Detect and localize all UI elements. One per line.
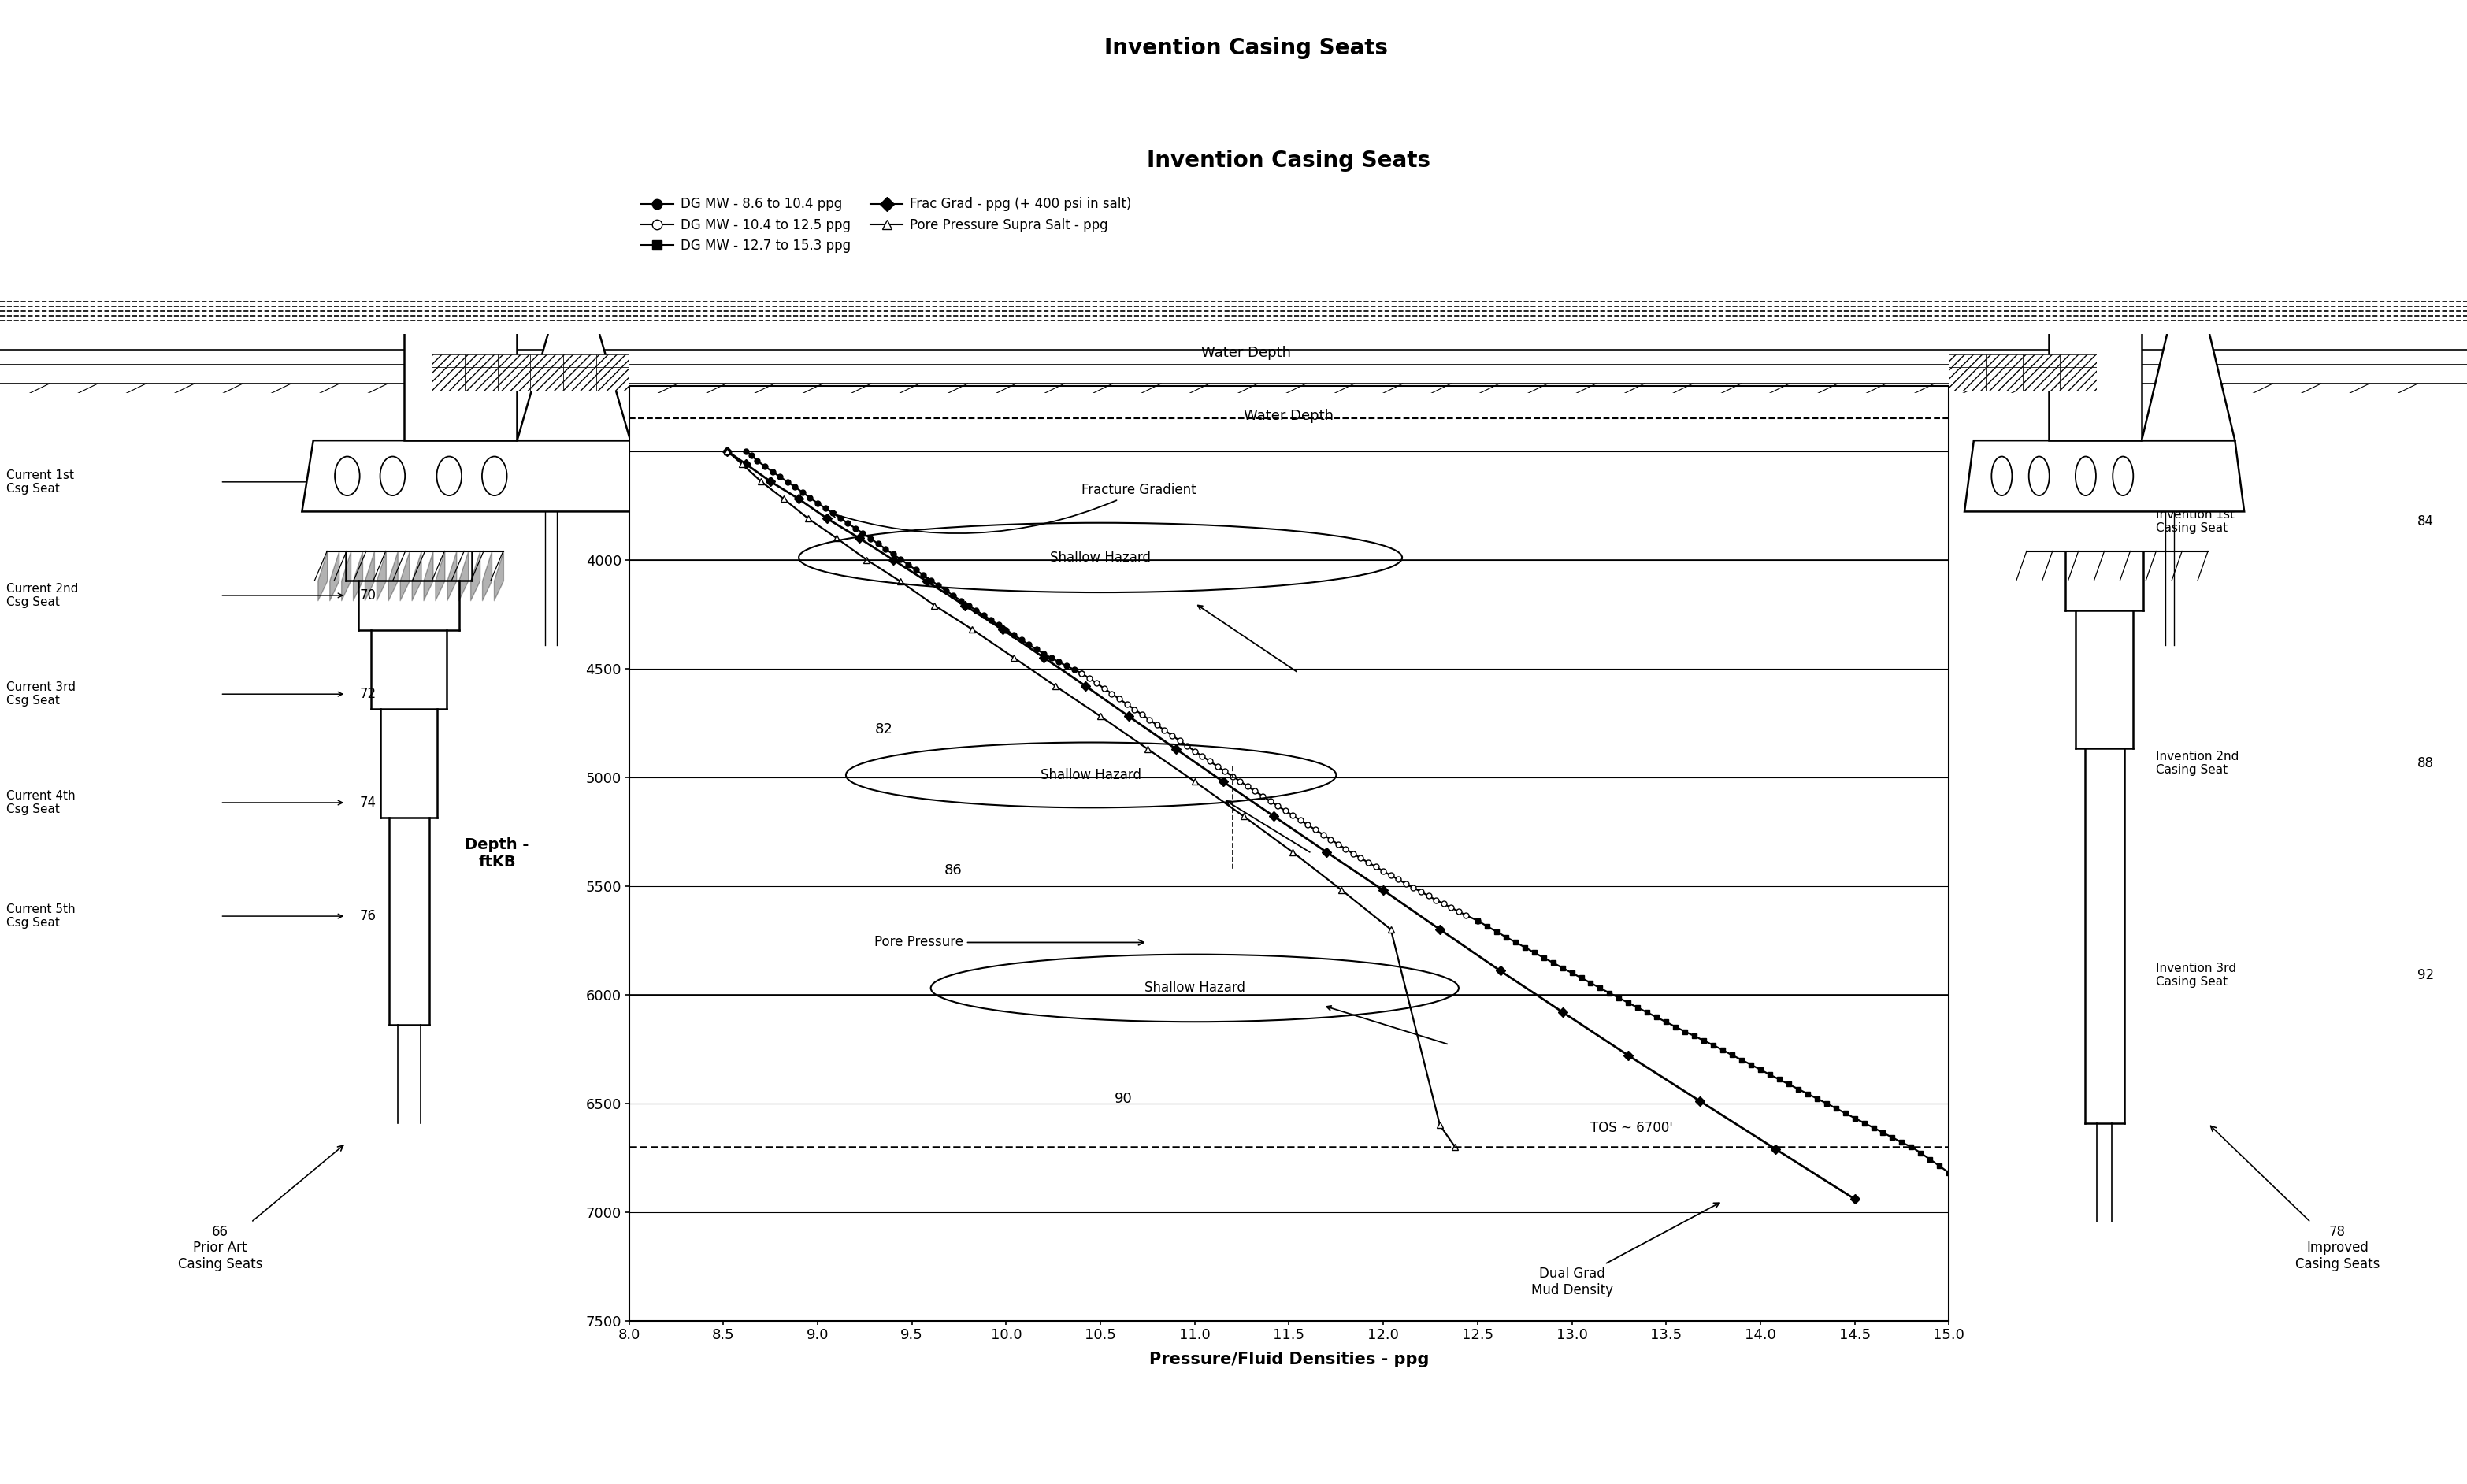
- Text: Current 5th
Csg Seat: Current 5th Csg Seat: [7, 904, 76, 929]
- Text: 70: 70: [360, 588, 377, 603]
- Polygon shape: [301, 441, 641, 512]
- Text: 92: 92: [2418, 968, 2435, 982]
- Text: 82: 82: [876, 723, 893, 736]
- Text: Current 3rd
Csg Seat: Current 3rd Csg Seat: [7, 681, 76, 706]
- Text: Depth -
ftKB: Depth - ftKB: [466, 837, 528, 870]
- Text: 64: 64: [461, 375, 484, 392]
- Text: 76: 76: [360, 910, 377, 923]
- Text: Pore Pressure: Pore Pressure: [873, 935, 1145, 950]
- Text: 72: 72: [360, 687, 377, 702]
- Text: Current 1st
Csg Seat: Current 1st Csg Seat: [7, 469, 74, 494]
- Circle shape: [336, 457, 360, 496]
- X-axis label: Pressure/Fluid Densities - ppg: Pressure/Fluid Densities - ppg: [1150, 1352, 1428, 1367]
- Text: 66
Prior Art
Casing Seats: 66 Prior Art Casing Seats: [178, 1146, 343, 1272]
- Text: 78
Improved
Casing Seats: 78 Improved Casing Seats: [2210, 1126, 2381, 1272]
- Polygon shape: [405, 316, 518, 441]
- Text: 84: 84: [2418, 515, 2435, 528]
- Text: 90: 90: [1115, 1092, 1132, 1106]
- Text: Water Depth: Water Depth: [1243, 410, 1335, 423]
- Legend: DG MW - 8.6 to 10.4 ppg, DG MW - 10.4 to 12.5 ppg, DG MW - 12.7 to 15.3 ppg, Fra: DG MW - 8.6 to 10.4 ppg, DG MW - 10.4 to…: [636, 191, 1137, 258]
- Polygon shape: [518, 245, 632, 441]
- Polygon shape: [2062, 245, 2131, 316]
- Text: 86: 86: [945, 864, 962, 877]
- Text: Invention Casing Seats: Invention Casing Seats: [1105, 37, 1386, 59]
- Text: Invention 3rd
Casing Seat: Invention 3rd Casing Seat: [2156, 963, 2238, 988]
- Text: Shallow Hazard: Shallow Hazard: [1051, 551, 1152, 565]
- Text: 74: 74: [360, 795, 377, 810]
- Text: Invention 2nd
Casing Seat: Invention 2nd Casing Seat: [2156, 751, 2240, 776]
- Circle shape: [380, 457, 405, 496]
- Circle shape: [481, 457, 506, 496]
- Text: Invention 1st
Casing Seat: Invention 1st Casing Seat: [2156, 509, 2235, 534]
- Text: TOS ~ 6700': TOS ~ 6700': [1591, 1120, 1673, 1135]
- Circle shape: [437, 457, 461, 496]
- Text: Shallow Hazard: Shallow Hazard: [1041, 767, 1142, 782]
- Text: 80: 80: [2092, 375, 2117, 392]
- Polygon shape: [2048, 316, 2141, 441]
- Polygon shape: [2141, 245, 2235, 441]
- Text: Shallow Hazard: Shallow Hazard: [1145, 981, 1246, 996]
- Text: 88: 88: [2418, 755, 2435, 770]
- Circle shape: [1991, 457, 2013, 496]
- Text: Current 4th
Csg Seat: Current 4th Csg Seat: [7, 789, 76, 815]
- Circle shape: [2075, 457, 2097, 496]
- Text: Water Depth: Water Depth: [1201, 346, 1290, 361]
- Circle shape: [2112, 457, 2134, 496]
- Text: Current 2nd
Csg Seat: Current 2nd Csg Seat: [7, 583, 79, 608]
- Text: 68: 68: [360, 475, 377, 490]
- Text: Fracture Gradient: Fracture Gradient: [831, 484, 1196, 533]
- Polygon shape: [422, 245, 506, 316]
- Polygon shape: [1964, 441, 2245, 512]
- Title: Invention Casing Seats: Invention Casing Seats: [1147, 150, 1431, 172]
- Circle shape: [2028, 457, 2050, 496]
- Text: Dual Grad
Mud Density: Dual Grad Mud Density: [1532, 1204, 1719, 1297]
